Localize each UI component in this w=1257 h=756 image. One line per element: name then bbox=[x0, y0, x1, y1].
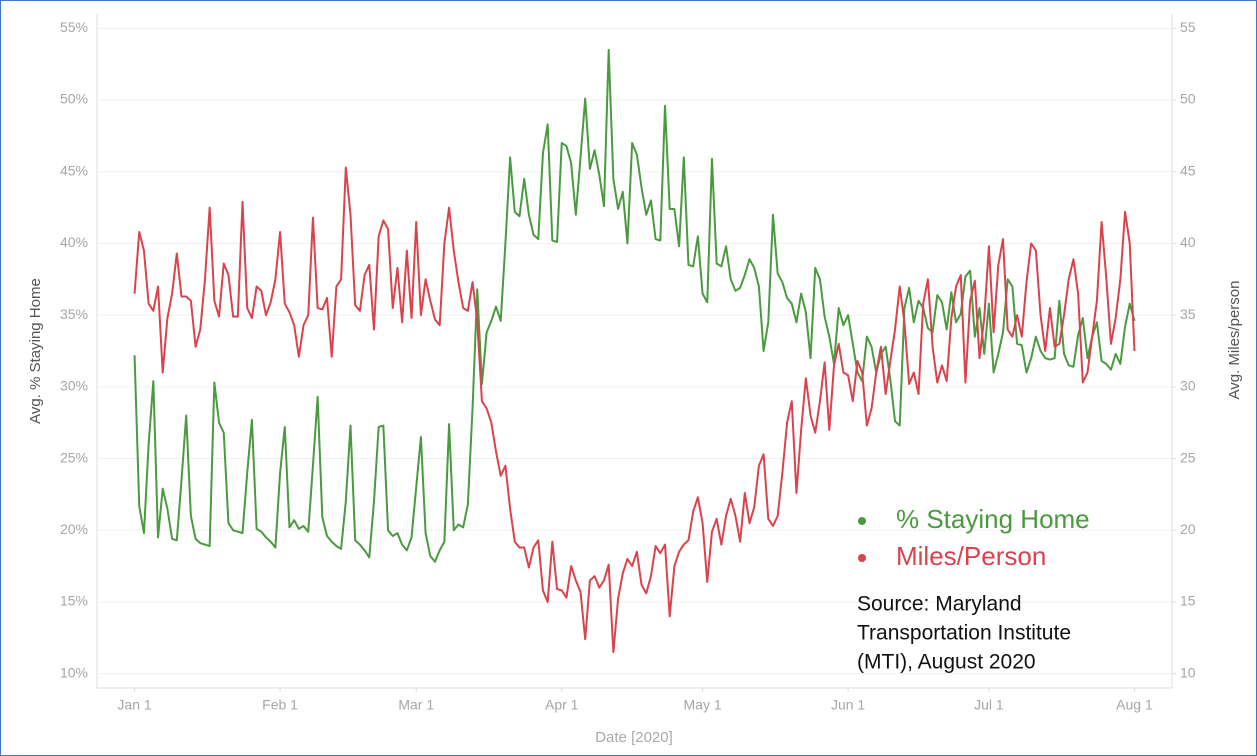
x-tick-label: Mar 1 bbox=[398, 697, 434, 713]
y-tick-label: 25% bbox=[60, 449, 88, 465]
y2-tick-label: 55 bbox=[1180, 19, 1196, 35]
legend-marker bbox=[858, 517, 866, 525]
x-tick-label: Jul 1 bbox=[974, 697, 1004, 713]
x-tick-label: Jun 1 bbox=[831, 697, 865, 713]
y2-axis-title: Avg. Miles/person bbox=[1226, 281, 1243, 400]
x-tick-label: Apr 1 bbox=[545, 697, 579, 713]
y2-tick-label: 40 bbox=[1180, 234, 1196, 250]
y2-tick-label: 45 bbox=[1180, 162, 1196, 178]
y-tick-label: 30% bbox=[60, 378, 88, 394]
annotation: Source: Maryland bbox=[857, 593, 1022, 616]
series-line bbox=[133, 166, 1136, 654]
y-tick-label: 10% bbox=[60, 664, 88, 680]
y-axis-title: Avg. % Staying Home bbox=[27, 278, 44, 424]
x-tick-label: May 1 bbox=[684, 697, 722, 713]
y2-tick-label: 25 bbox=[1180, 449, 1196, 465]
y-tick-label: 15% bbox=[60, 593, 88, 609]
plot bbox=[133, 48, 1136, 654]
y-tick-label: 40% bbox=[60, 234, 88, 250]
legend: % Staying Home Miles/Person bbox=[858, 504, 1090, 571]
y2-tick-label: 15 bbox=[1180, 593, 1196, 609]
x-tick-label: Aug 1 bbox=[1116, 697, 1153, 713]
legend-marker bbox=[858, 554, 866, 562]
series-line bbox=[133, 48, 1136, 563]
y2-tick-label: 50 bbox=[1180, 91, 1196, 107]
y-tick-label: 45% bbox=[60, 162, 88, 178]
annotation: Transportation Institute bbox=[857, 622, 1071, 645]
legend-label: % Staying Home bbox=[896, 504, 1090, 534]
y-tick-label: 20% bbox=[60, 521, 88, 537]
x-axis-title: Date [2020] bbox=[595, 729, 673, 746]
y-tick-label: 35% bbox=[60, 306, 88, 322]
y2-tick-label: 30 bbox=[1180, 378, 1196, 394]
y2-tick-label: 20 bbox=[1180, 521, 1196, 537]
x-tick-label: Feb 1 bbox=[262, 697, 298, 713]
y-tick-label: 55% bbox=[60, 19, 88, 35]
x-tick-label: Jan 1 bbox=[117, 697, 151, 713]
annotation: (MTI), August 2020 bbox=[857, 651, 1036, 674]
y2-tick-label: 10 bbox=[1180, 664, 1196, 680]
y2-tick-label: 35 bbox=[1180, 306, 1196, 322]
legend-label: Miles/Person bbox=[896, 541, 1046, 571]
y-tick-label: 50% bbox=[60, 91, 88, 107]
